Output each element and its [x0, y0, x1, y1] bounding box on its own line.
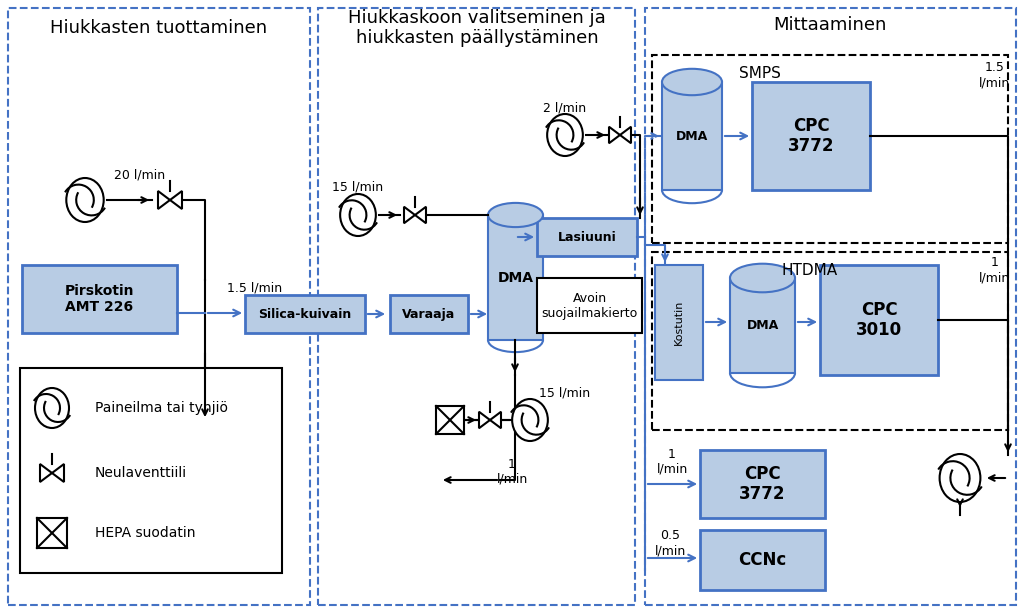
Text: 1
l/min: 1 l/min — [656, 448, 688, 476]
Polygon shape — [490, 412, 501, 428]
Bar — [730, 278, 795, 373]
Text: 1
l/min: 1 l/min — [979, 256, 1011, 284]
Polygon shape — [170, 191, 182, 209]
Polygon shape — [404, 207, 415, 223]
Text: HTDMA: HTDMA — [782, 263, 838, 277]
Text: DMA: DMA — [746, 319, 778, 332]
Text: Hiukkasten tuottaminen: Hiukkasten tuottaminen — [50, 19, 267, 37]
Bar — [700, 450, 825, 518]
Text: 15 l/min: 15 l/min — [333, 180, 384, 194]
Polygon shape — [52, 464, 63, 482]
Text: Varaaja: Varaaja — [402, 308, 456, 320]
Text: HEPA suodatin: HEPA suodatin — [95, 526, 196, 540]
Ellipse shape — [340, 194, 376, 236]
Bar — [700, 530, 825, 590]
Text: 1.5 l/min: 1.5 l/min — [227, 282, 283, 295]
Bar — [436, 406, 464, 434]
Polygon shape — [40, 464, 52, 482]
Bar — [37, 518, 67, 548]
Ellipse shape — [940, 454, 980, 502]
Ellipse shape — [512, 399, 548, 441]
Polygon shape — [415, 207, 426, 223]
Polygon shape — [609, 127, 620, 143]
Text: 0.5
l/min: 0.5 l/min — [654, 529, 686, 557]
Polygon shape — [479, 412, 490, 428]
Bar — [752, 82, 870, 190]
Text: 20 l/min: 20 l/min — [115, 169, 166, 181]
Ellipse shape — [67, 178, 103, 222]
Bar — [820, 265, 938, 375]
Bar — [390, 295, 468, 333]
Bar — [537, 278, 642, 333]
Text: Kostutin: Kostutin — [674, 300, 684, 345]
Text: CPC
3010: CPC 3010 — [856, 301, 902, 339]
Bar — [652, 55, 1008, 243]
Bar — [22, 265, 177, 333]
Bar — [655, 265, 703, 380]
Bar — [537, 218, 637, 256]
Ellipse shape — [662, 69, 722, 95]
Text: Paineilma tai tyhjiö: Paineilma tai tyhjiö — [95, 401, 228, 415]
Bar — [652, 252, 1008, 430]
Text: 15 l/min: 15 l/min — [540, 386, 591, 400]
Text: CPC
3772: CPC 3772 — [787, 117, 835, 156]
Text: CCNc: CCNc — [738, 551, 786, 569]
Text: 1
l/min: 1 l/min — [497, 458, 527, 486]
Text: CPC
3772: CPC 3772 — [739, 464, 785, 504]
Text: Silica-kuivain: Silica-kuivain — [258, 308, 351, 320]
Ellipse shape — [547, 114, 583, 156]
Bar — [645, 8, 1016, 605]
Text: Mittaaminen: Mittaaminen — [773, 16, 887, 34]
Ellipse shape — [730, 264, 795, 292]
Text: DMA: DMA — [676, 130, 709, 143]
Polygon shape — [158, 191, 170, 209]
Text: 1.5
l/min: 1.5 l/min — [979, 61, 1011, 89]
Ellipse shape — [35, 388, 69, 428]
Text: Avoin
suojailmakierto: Avoin suojailmakierto — [542, 292, 638, 320]
Bar — [488, 215, 543, 340]
Text: Lasiuuni: Lasiuuni — [558, 231, 616, 244]
Text: Pirskotin
AMT 226: Pirskotin AMT 226 — [65, 284, 134, 314]
Text: Hiukkaskoon valitseminen ja
hiukkasten päällystäminen: Hiukkaskoon valitseminen ja hiukkasten p… — [348, 9, 606, 47]
Text: SMPS: SMPS — [739, 66, 781, 81]
Bar — [662, 82, 722, 190]
Bar — [20, 368, 282, 573]
Text: Neulaventtiili: Neulaventtiili — [95, 466, 187, 480]
Bar — [8, 8, 310, 605]
Bar — [245, 295, 365, 333]
Text: DMA: DMA — [498, 271, 534, 285]
Polygon shape — [620, 127, 631, 143]
Ellipse shape — [488, 203, 543, 227]
Text: 2 l/min: 2 l/min — [544, 101, 587, 114]
Bar — [318, 8, 635, 605]
